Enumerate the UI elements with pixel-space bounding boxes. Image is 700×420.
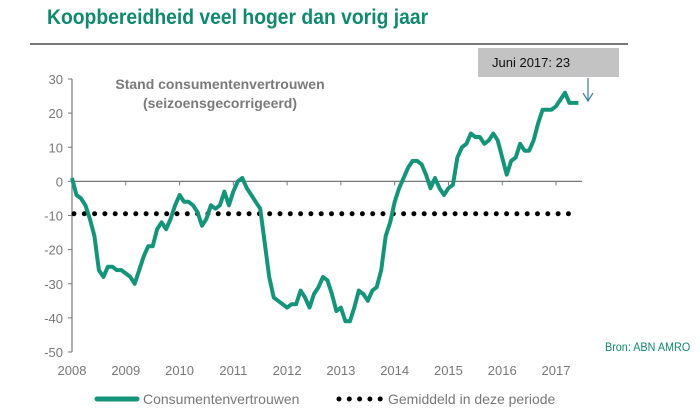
arrowhead-icon: [582, 92, 594, 103]
y-tick-label: -50: [44, 345, 63, 360]
y-tick-label: -40: [44, 311, 63, 326]
x-tick-label: 2017: [542, 363, 571, 378]
subtitle-line-2: (seizoensgecorrigeerd): [142, 95, 298, 111]
annotation-callout: Juni 2017: 23: [478, 48, 619, 77]
x-tick-label: 2008: [58, 363, 87, 378]
source-label: Bron: ABN AMRO: [605, 340, 691, 354]
x-tick-label: 2015: [434, 363, 463, 378]
x-tick-label: 2013: [326, 363, 355, 378]
consumer-confidence-line: [70, 90, 579, 324]
y-tick-label: -20: [44, 243, 63, 258]
x-tick-label: 2014: [380, 363, 409, 378]
title-divider: [30, 43, 628, 45]
x-tick-label: 2016: [488, 363, 517, 378]
y-tick-label: 0: [56, 174, 63, 189]
legend-label-average: Gemiddeld in deze periode: [388, 391, 556, 407]
chart-subtitle: Stand consumentenvertrouwen (seizoensgec…: [100, 75, 340, 113]
legend-label-series: Consumentenvertrouwen: [143, 391, 299, 407]
y-tick-label: 20: [49, 106, 63, 121]
y-tick-label: 10: [49, 140, 63, 155]
y-tick-label: 30: [49, 72, 63, 87]
y-tick-label: -10: [44, 209, 63, 224]
x-tick-label: 2011: [219, 363, 247, 378]
x-tick-label: 2010: [165, 363, 194, 378]
x-tick-label: 2012: [273, 363, 302, 378]
x-tick-label: 2009: [111, 363, 140, 378]
subtitle-line-1: Stand consumentenvertrouwen: [115, 76, 325, 92]
y-tick-label: -30: [44, 277, 63, 292]
page-title: Koopbereidheid veel hoger dan vorig jaar: [47, 6, 429, 29]
